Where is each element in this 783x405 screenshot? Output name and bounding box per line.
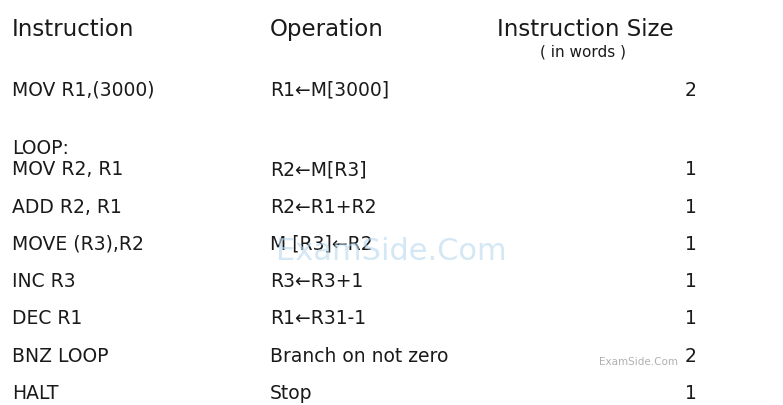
Text: ExamSide.Com: ExamSide.Com	[276, 237, 507, 266]
Text: BNZ LOOP: BNZ LOOP	[12, 347, 108, 366]
Text: HALT: HALT	[12, 384, 58, 403]
Text: Operation: Operation	[270, 18, 384, 41]
Text: Branch on not zero: Branch on not zero	[270, 347, 449, 366]
Text: INC R3: INC R3	[12, 272, 75, 291]
Text: R2←R1+R2: R2←R1+R2	[270, 198, 377, 217]
Text: ( in words ): ( in words )	[540, 45, 626, 60]
Text: 1: 1	[685, 198, 697, 217]
Text: 1: 1	[685, 384, 697, 403]
Text: 1: 1	[685, 309, 697, 328]
Text: R1←M[3000]: R1←M[3000]	[270, 81, 389, 100]
Text: MOVE (R3),R2: MOVE (R3),R2	[12, 235, 143, 254]
Text: ADD R2, R1: ADD R2, R1	[12, 198, 121, 217]
Text: MOV R1,(3000): MOV R1,(3000)	[12, 81, 154, 100]
Text: Stop: Stop	[270, 384, 312, 403]
Text: Instruction Size: Instruction Size	[497, 18, 674, 41]
Text: 1: 1	[685, 160, 697, 179]
Text: Instruction: Instruction	[12, 18, 134, 41]
Text: MOV R2, R1: MOV R2, R1	[12, 160, 123, 179]
Text: ExamSide.Com: ExamSide.Com	[599, 356, 678, 367]
Text: R1←R31-1: R1←R31-1	[270, 309, 366, 328]
Text: 1: 1	[685, 235, 697, 254]
Text: R3←R3+1: R3←R3+1	[270, 272, 363, 291]
Text: R2←M[R3]: R2←M[R3]	[270, 160, 366, 179]
Text: 2: 2	[685, 81, 697, 100]
Text: 1: 1	[685, 272, 697, 291]
Text: DEC R1: DEC R1	[12, 309, 82, 328]
Text: M [R3]←R2: M [R3]←R2	[270, 235, 373, 254]
Text: LOOP:: LOOP:	[12, 139, 69, 158]
Text: 2: 2	[685, 347, 697, 366]
